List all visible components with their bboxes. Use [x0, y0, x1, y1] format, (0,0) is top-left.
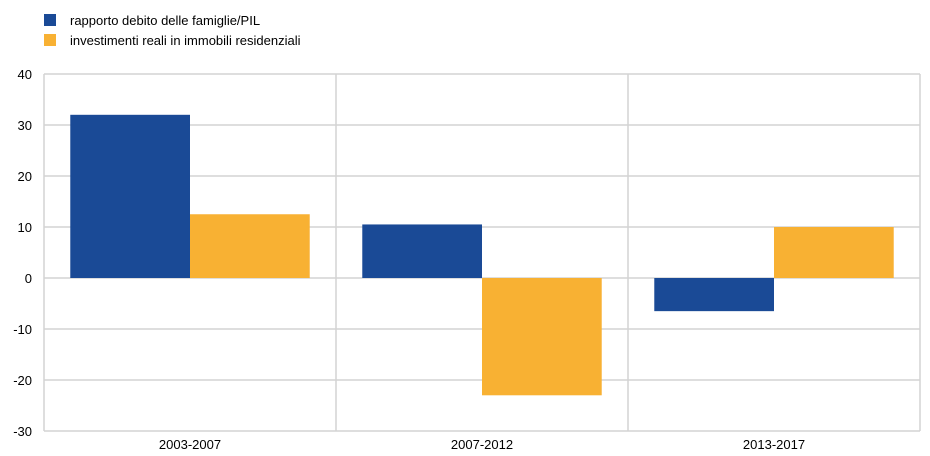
legend: rapporto debito delle famiglie/PIL inves… — [44, 10, 300, 50]
x-tick-label: 2003-2007 — [159, 437, 221, 452]
legend-swatch-residential-investment — [44, 34, 56, 46]
legend-swatch-household-debt — [44, 14, 56, 26]
legend-label-household-debt: rapporto debito delle famiglie/PIL — [70, 12, 261, 28]
y-tick-label: -20 — [13, 373, 32, 388]
bar-series-1-2013-2017 — [654, 278, 774, 312]
y-tick-label: 10 — [18, 220, 32, 235]
y-tick-label: -30 — [13, 424, 32, 439]
legend-label-residential-investment: investimenti reali in immobili residenzi… — [70, 32, 301, 48]
bar-series-1-2007-2012 — [362, 224, 482, 278]
bar-series-2-2007-2012 — [482, 278, 602, 396]
bar-series-2-2013-2017 — [774, 227, 894, 278]
legend-item-household-debt: rapporto debito delle famiglie/PIL — [44, 10, 300, 30]
x-tick-label: 2007-2012 — [451, 437, 513, 452]
y-tick-label: -10 — [13, 322, 32, 337]
y-tick-label: 0 — [25, 271, 32, 286]
y-tick-label: 20 — [18, 169, 32, 184]
y-tick-label: 30 — [18, 118, 32, 133]
bar-series-1-2003-2007 — [70, 114, 190, 278]
y-tick-label: 40 — [18, 67, 32, 82]
legend-item-residential-investment: investimenti reali in immobili residenzi… — [44, 30, 300, 50]
x-tick-label: 2013-2017 — [743, 437, 805, 452]
bar-series-2-2003-2007 — [190, 214, 310, 278]
